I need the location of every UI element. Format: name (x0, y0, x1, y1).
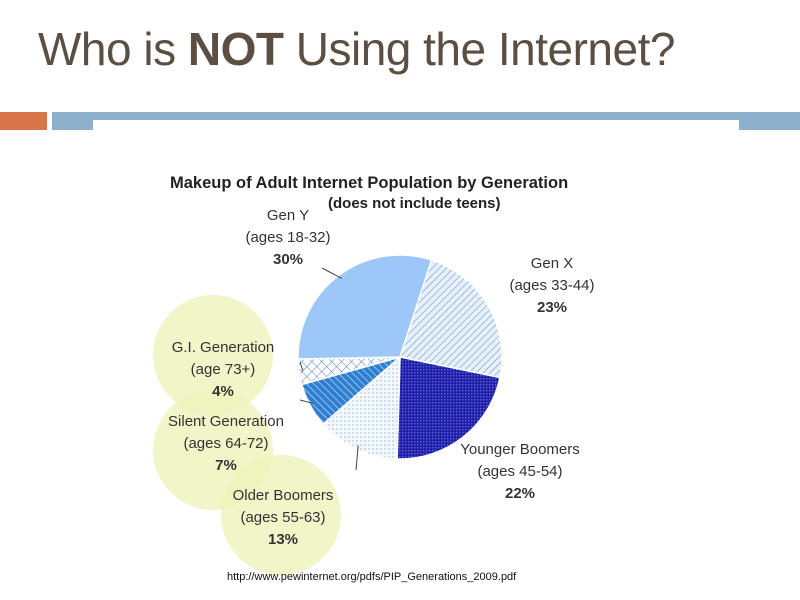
title-part-1: Who is (38, 23, 188, 75)
header-bar-inner (93, 120, 739, 132)
leader-line-gen-y (321, 267, 342, 279)
pie-slice-gen-y (297, 254, 433, 360)
slice-label-gen-x-line-3: 23% (537, 299, 567, 316)
highlight-circle-older (221, 455, 341, 575)
slice-label-silent-generation-line-2: (ages 64-72) (183, 435, 268, 452)
leader-line-older-boomers (355, 445, 359, 471)
highlight-circle-gi (153, 295, 273, 415)
slice-label-younger-boomers-line-2: (ages 45-54) (477, 463, 562, 480)
slice-label-younger-boomers-line-3: 22% (505, 485, 535, 502)
leader-lines (299, 267, 359, 471)
pie-slice-gen-x (399, 259, 503, 379)
chart-title: Makeup of Adult Internet Population by G… (170, 174, 568, 192)
pie-slices (297, 254, 503, 460)
slice-label-g-i-generation-line-1: G.I. Generation (172, 339, 275, 356)
slice-label-gen-x-line-2: (ages 33-44) (509, 277, 594, 294)
slice-label-g-i-generation-line-2: (age 73+) (191, 361, 256, 378)
leader-line-g-i-generation (299, 361, 304, 372)
slice-label-gen-y-line-3: 30% (273, 251, 303, 268)
title-bold-word: NOT (187, 23, 284, 75)
slide-title: Who is NOT Using the Internet? (38, 22, 675, 76)
slice-labels: Gen Y (ages 18-32) 30% Gen X (ages 33-44) 23%… (168, 207, 594, 548)
slice-label-older-boomers-line-3: 13% (268, 531, 298, 548)
pie-slice-younger-boomers (396, 356, 501, 460)
slice-label-silent-generation-line-1: Silent Generation (168, 413, 284, 430)
title-part-2: Using the Internet? (283, 23, 676, 75)
slice-label-gen-y-line-1: Gen Y (267, 207, 309, 224)
accent-bar (0, 112, 47, 130)
slice-label-gen-y-line-2: (ages 18-32) (245, 229, 330, 246)
source-url: http://www.pewinternet.org/pdfs/PIP_Gene… (227, 571, 517, 583)
leader-line-silent-generation (299, 399, 314, 405)
slice-label-silent-generation-line-3: 7% (215, 457, 237, 474)
slice-label-gen-x-line-1: Gen X (531, 255, 574, 272)
slice-label-g-i-generation-line-3: 4% (212, 383, 234, 400)
slice-label-younger-boomers-line-1: Younger Boomers (460, 441, 580, 458)
chart-subtitle: (does not include teens) (328, 195, 501, 212)
slice-label-older-boomers-line-2: (ages 55-63) (240, 509, 325, 526)
pie-slice-older-boomers (322, 355, 401, 460)
slice-label-older-boomers-line-1: Older Boomers (233, 487, 334, 504)
